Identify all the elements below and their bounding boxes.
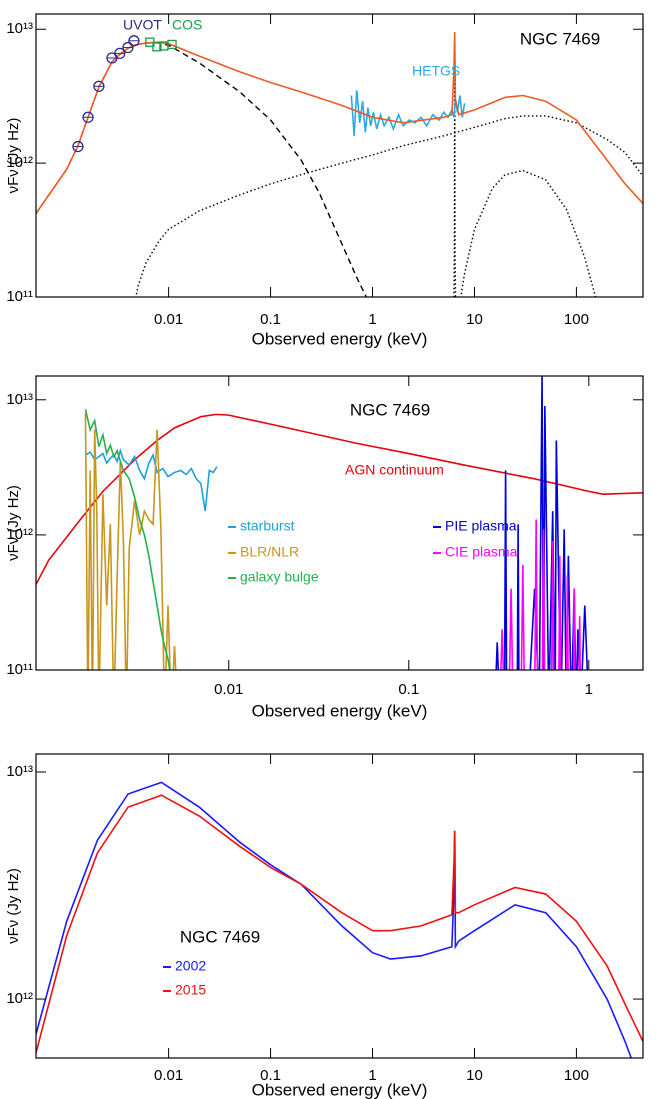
y-tick-label: 10¹³ (6, 20, 33, 37)
x-tick-label: 1 (368, 311, 376, 328)
series-line (36, 32, 643, 215)
series-line (84, 409, 171, 670)
y-tick-label: 10¹² (6, 154, 33, 171)
y-tick-label: 10¹³ (6, 763, 33, 780)
x-tick-label: 1 (368, 1067, 376, 1084)
series-line (36, 413, 643, 585)
series-label: 2002 (175, 958, 206, 974)
plot-area (36, 376, 643, 670)
series-line (135, 115, 643, 297)
x-axis-label: Observed energy (keV) (252, 329, 428, 348)
series-line (350, 90, 466, 136)
series-line (495, 376, 589, 670)
marker (167, 39, 177, 50)
x-tick-label: 1 (585, 681, 593, 698)
plot-frame (35, 13, 644, 298)
y-tick-label: 10¹² (6, 990, 33, 1007)
x-tick-label: 0.01 (154, 311, 183, 328)
x-tick-label: 0.1 (398, 681, 419, 698)
y-tick-label: 10¹¹ (6, 661, 33, 678)
series-label: COS (172, 17, 202, 33)
series-label: galaxy bulge (240, 569, 319, 585)
series-label: UVOT (123, 17, 162, 33)
plot-frame (35, 753, 644, 1059)
y-axis-label: νFν (Jy Hz) (5, 868, 22, 944)
x-tick-label: 100 (564, 1067, 589, 1084)
series-line (36, 42, 368, 297)
y-tick-label: 10¹¹ (6, 288, 33, 305)
plot-frame (35, 375, 644, 671)
series-label: BLR/NLR (240, 544, 299, 560)
y-tick-label: 10¹³ (6, 391, 33, 408)
x-axis-label: Observed energy (keV) (252, 1080, 428, 1099)
series-line (85, 448, 218, 512)
series-label: HETGS (412, 63, 460, 79)
plot-area (36, 32, 643, 297)
x-tick-label: 0.01 (154, 1067, 183, 1084)
chart-title: NGC 7469 (180, 927, 260, 946)
x-tick-label: 0.1 (260, 311, 281, 328)
x-tick-label: 10 (466, 311, 483, 328)
marker (152, 42, 162, 52)
series-line (36, 794, 643, 1053)
series-label: PIE plasma (445, 518, 517, 534)
x-axis-label: Observed energy (keV) (252, 701, 428, 720)
series-label: AGN continuum (345, 462, 444, 478)
plot-area (36, 781, 643, 1058)
series-line (84, 412, 177, 670)
series-line (36, 781, 633, 1058)
x-tick-label: 0.01 (214, 681, 243, 698)
y-axis-label: νFν (Jy Hz) (5, 485, 22, 561)
x-tick-label: 100 (564, 311, 589, 328)
series-label: 2015 (175, 982, 206, 998)
y-axis-label: νFν (Jy Hz) (5, 118, 22, 194)
panel: HETGS UVOT COS 10¹¹ 10¹² 10¹³ 0.01 0.1 1 10 100 Obs… (5, 13, 644, 348)
panel: 2002 2015 10¹² 10¹³ 0.01 0.1 1 10 100 Observed en… (5, 753, 644, 1099)
y-tick-label: 10¹² (6, 526, 33, 543)
chart-title: NGC 7469 (520, 29, 600, 48)
series-label: CIE plasma (445, 544, 518, 560)
x-tick-label: 0.1 (260, 1067, 281, 1084)
x-tick-label: 10 (466, 1067, 483, 1084)
chart-title: NGC 7469 (350, 400, 430, 419)
series-label: starburst (240, 518, 295, 534)
panel: AGN continuum starburst BLR/NLR galaxy bulg… (5, 375, 644, 720)
